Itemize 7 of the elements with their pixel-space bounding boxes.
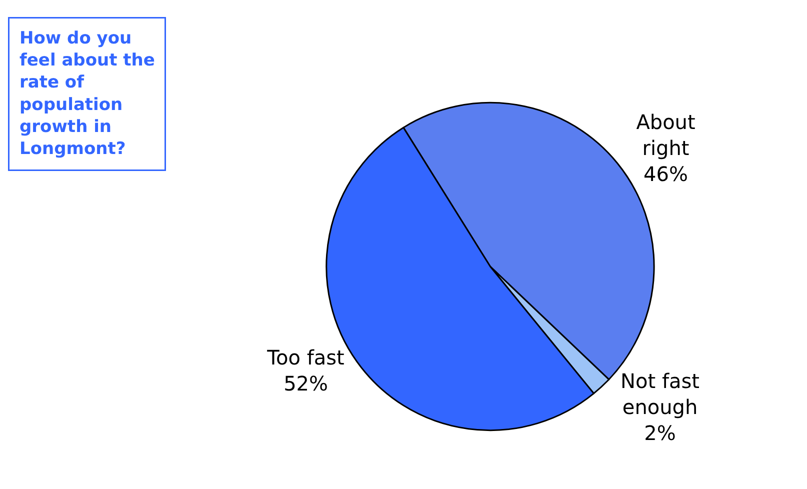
text: How do you feel about the rate of population growth in Longmont? <box>20 28 155 159</box>
data-label: 52% <box>284 371 328 396</box>
data-label: 46% <box>644 162 688 186</box>
slice-label: Too fast <box>266 345 345 370</box>
slice-label: About right <box>636 110 696 160</box>
slice-label: Not fast enough <box>620 369 700 420</box>
data-label: 2% <box>644 421 676 446</box>
